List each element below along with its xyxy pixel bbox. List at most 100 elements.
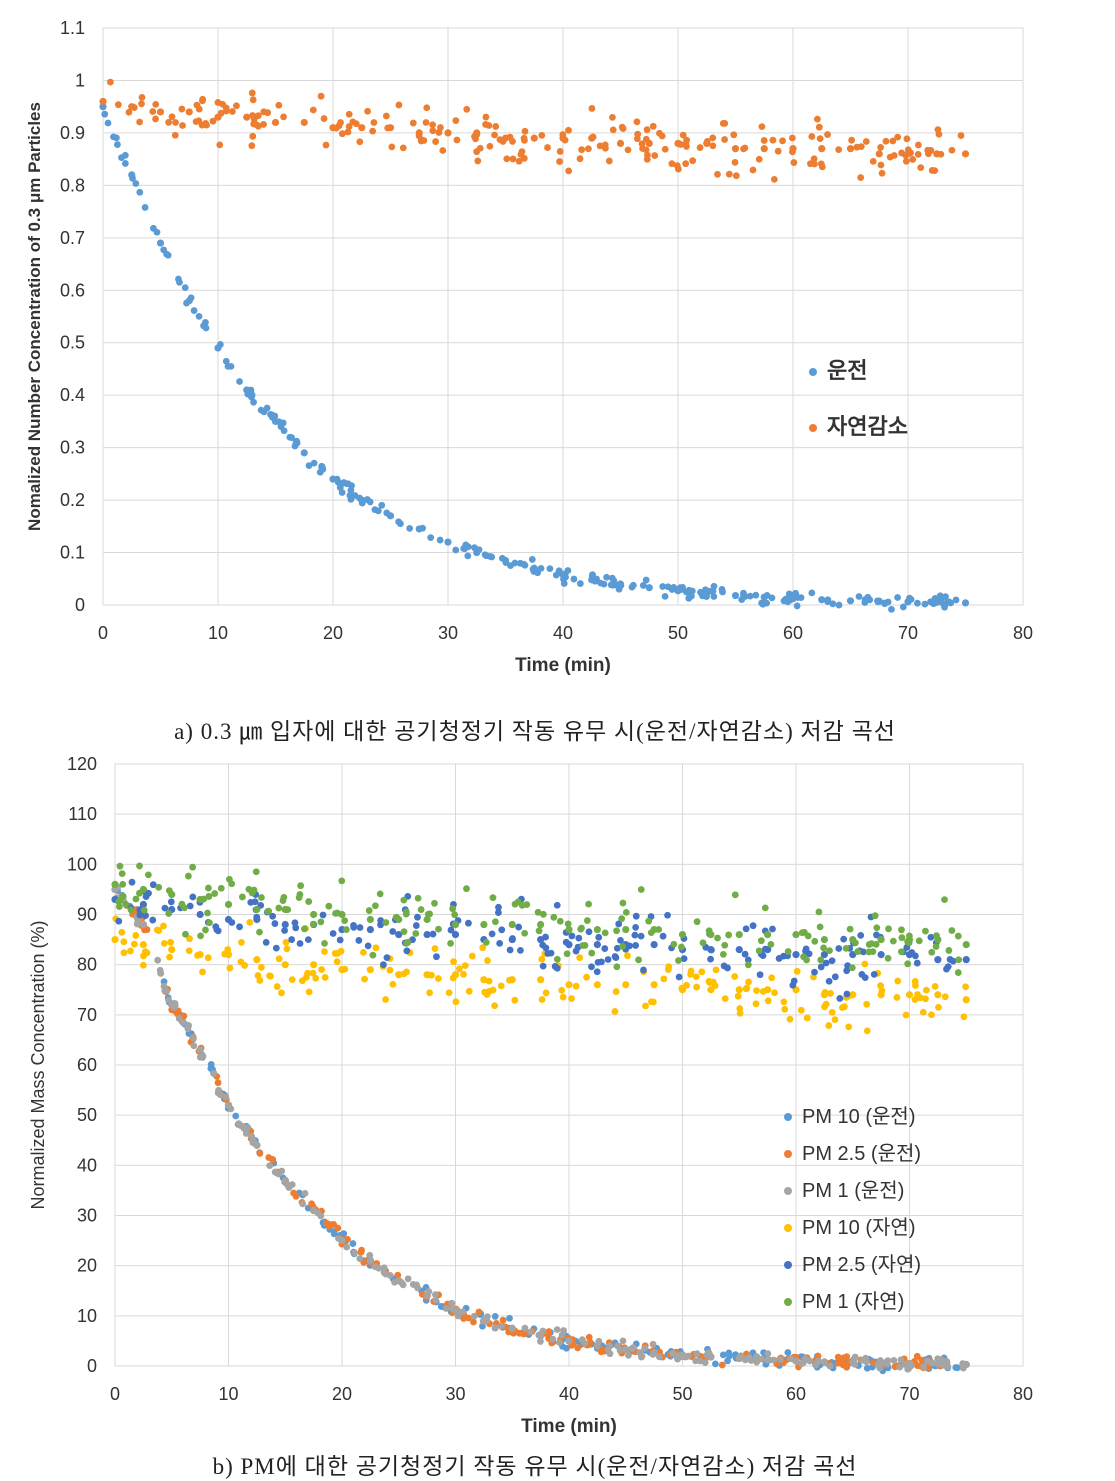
- data-point: [918, 1356, 926, 1364]
- data-point: [576, 954, 584, 962]
- data-point: [861, 960, 869, 968]
- data-point: [744, 956, 752, 964]
- data-point: [305, 898, 313, 905]
- data-point: [940, 1361, 948, 1369]
- data-point: [335, 122, 343, 130]
- legend-marker: [784, 1224, 792, 1232]
- data-point: [840, 1003, 848, 1011]
- data-point: [186, 902, 194, 910]
- data-point: [659, 583, 667, 590]
- data-point: [517, 947, 524, 954]
- data-point: [707, 955, 714, 963]
- data-point: [761, 945, 769, 953]
- data-point: [877, 143, 885, 151]
- data-point: [745, 978, 752, 986]
- data-point: [338, 130, 346, 138]
- data-point: [488, 930, 496, 938]
- data-point: [719, 588, 726, 596]
- data-point: [337, 481, 345, 489]
- data-point: [332, 909, 339, 917]
- data-point: [572, 982, 580, 990]
- data-point: [486, 142, 494, 150]
- data-point: [619, 899, 627, 907]
- data-point: [742, 925, 750, 933]
- data-point: [826, 1362, 834, 1370]
- chart-a-number-concentration: 0 0.1 0.2 0.3 0.4 0.5 0.6 0.7 0.8 0.9 1 1.1 0 10 20 30 4…: [25, 18, 1033, 676]
- data-point: [596, 142, 604, 150]
- data-point: [894, 594, 901, 601]
- data-point: [228, 108, 236, 115]
- data-point: [364, 107, 372, 115]
- data-point: [824, 596, 832, 604]
- data-point: [419, 524, 426, 532]
- data-point: [204, 954, 212, 962]
- data-point: [937, 150, 945, 158]
- data-point: [167, 938, 174, 946]
- data-point: [492, 1324, 499, 1332]
- data-point: [283, 1180, 291, 1188]
- data-point: [903, 135, 911, 143]
- data-point: [826, 947, 833, 954]
- data-point: [423, 104, 431, 112]
- data-point: [559, 131, 567, 138]
- data-point: [741, 950, 749, 958]
- data-point: [583, 917, 591, 924]
- data-point: [693, 1350, 701, 1358]
- data-point: [195, 312, 203, 320]
- data-point: [811, 160, 818, 168]
- data-point: [297, 882, 305, 890]
- data-point: [550, 913, 558, 921]
- data-point: [523, 901, 531, 908]
- data-point: [498, 1322, 505, 1330]
- y-tick-label: 0.6: [60, 280, 85, 300]
- data-point: [913, 959, 921, 967]
- data-point: [562, 573, 569, 581]
- data-point: [168, 113, 176, 121]
- x-tick-label: 10: [218, 1384, 238, 1404]
- data-point: [160, 939, 168, 947]
- data-point: [156, 966, 164, 974]
- data-point: [718, 1361, 726, 1369]
- data-point: [269, 1155, 277, 1163]
- data-point: [904, 960, 912, 968]
- data-point: [232, 1112, 240, 1120]
- legend-entry: PM 2.5 (자연): [802, 1253, 921, 1276]
- data-point: [954, 932, 962, 940]
- data-point: [731, 591, 740, 600]
- data-point: [318, 966, 325, 973]
- data-point: [448, 1299, 456, 1307]
- data-point: [559, 993, 567, 1001]
- data-point: [785, 590, 793, 598]
- data-point: [388, 143, 396, 151]
- data-point: [422, 119, 430, 126]
- data-point: [253, 121, 261, 129]
- data-point: [455, 965, 463, 973]
- y-tick-label: 0.4: [60, 385, 85, 405]
- data-point: [149, 108, 157, 115]
- data-point: [803, 1014, 811, 1022]
- data-point: [665, 963, 673, 971]
- data-point: [890, 1356, 898, 1364]
- x-tick-label: 80: [1013, 1384, 1033, 1404]
- data-point: [877, 982, 884, 990]
- data-point: [139, 900, 147, 909]
- y-tick-label: 0.8: [60, 175, 85, 195]
- data-point: [568, 995, 575, 1003]
- data-point: [934, 956, 942, 964]
- data-point: [606, 1350, 614, 1358]
- data-point: [812, 1361, 820, 1369]
- data-point: [391, 1278, 398, 1286]
- data-point: [200, 322, 207, 330]
- data-point: [537, 976, 545, 984]
- data-point: [320, 115, 328, 122]
- data-point: [140, 906, 148, 914]
- data-point: [779, 137, 786, 145]
- data-point: [495, 909, 502, 916]
- data-point: [628, 1345, 636, 1353]
- data-point: [803, 956, 811, 964]
- data-point: [433, 953, 440, 961]
- data-point: [254, 972, 262, 979]
- y-tick-label: 10: [77, 1306, 97, 1326]
- data-point: [914, 141, 922, 149]
- data-point: [645, 917, 653, 925]
